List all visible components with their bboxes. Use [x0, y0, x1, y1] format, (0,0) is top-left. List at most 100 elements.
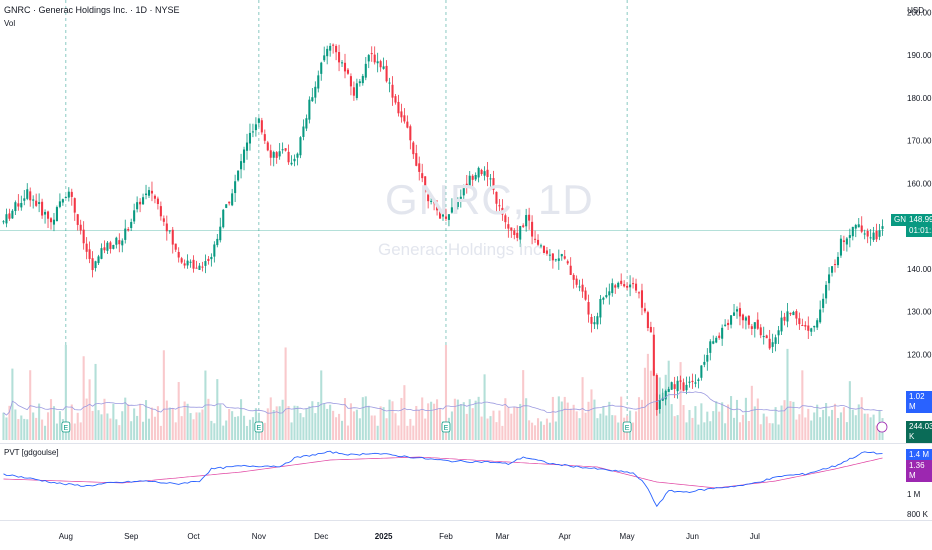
candle [94, 261, 97, 269]
candle [201, 266, 204, 268]
candle [578, 286, 581, 288]
price-tick-label: 170.00 [907, 137, 932, 146]
volume-bar [275, 406, 278, 440]
candle [685, 384, 688, 391]
volume-bar [361, 397, 364, 440]
volume-bar [245, 425, 249, 440]
candle [358, 81, 361, 84]
candle [845, 238, 848, 245]
watermark-symbol: GNRC, 1D [385, 176, 594, 223]
candle [673, 384, 676, 389]
volume-bar [587, 401, 590, 440]
candle [343, 62, 347, 72]
candle [548, 254, 551, 256]
volume-bar [691, 417, 694, 440]
candle [55, 207, 58, 222]
candle [186, 260, 189, 266]
candle [144, 193, 148, 196]
volume-bar [661, 392, 664, 440]
candle [32, 199, 35, 201]
earnings-badge [61, 421, 71, 433]
candle [706, 354, 709, 362]
volume-bar [866, 413, 869, 440]
volume-bar [216, 379, 219, 440]
candle [534, 238, 537, 240]
time-axis-label: Mar [496, 532, 510, 541]
volume-bar [563, 396, 566, 440]
candle [314, 86, 317, 98]
volume-bar [489, 416, 492, 440]
candle [153, 195, 156, 199]
volume-bar [121, 411, 124, 440]
volume-bar [207, 398, 210, 440]
candle [207, 258, 210, 262]
volume-bar [394, 413, 397, 440]
candle [168, 230, 171, 232]
candle [228, 201, 231, 204]
volume-bar [492, 410, 495, 440]
candle [156, 198, 159, 205]
candle [676, 380, 679, 392]
volume-bar [632, 422, 635, 440]
candle [192, 259, 195, 269]
volume-bar [732, 417, 736, 440]
volume-bar [557, 396, 560, 440]
candle [17, 203, 20, 207]
candle [462, 185, 465, 196]
volume-bar [320, 370, 323, 440]
volume-bar [388, 399, 391, 440]
volume-bar [385, 418, 388, 440]
candle [171, 229, 174, 245]
candle [427, 194, 430, 202]
candle [833, 264, 837, 266]
volume-bar [833, 403, 837, 440]
candle [881, 226, 884, 229]
candle [311, 97, 314, 102]
candle [204, 261, 207, 266]
candle [480, 169, 483, 175]
earnings-badge-label: E [64, 425, 69, 432]
volume-bar [299, 413, 302, 440]
volume-bar [786, 348, 789, 440]
volume-bar [828, 416, 831, 440]
volume-bar [156, 406, 159, 440]
candle [536, 239, 540, 245]
volume-bar [813, 412, 816, 440]
volume-bar [242, 415, 246, 440]
candle [296, 153, 299, 158]
candle [732, 312, 736, 316]
volume-bar [539, 421, 543, 440]
price-tick-label: 120.00 [907, 350, 932, 359]
candle [629, 284, 632, 288]
volume-bar [403, 385, 406, 440]
volume-bar [367, 405, 370, 440]
volume-bar [189, 413, 192, 440]
candle [278, 151, 281, 157]
candle [747, 315, 750, 325]
candle [599, 298, 602, 318]
volume-bar [575, 411, 578, 440]
candle [82, 229, 85, 244]
candle [266, 142, 269, 151]
candle [614, 285, 617, 288]
candle [272, 152, 275, 158]
candle [263, 134, 266, 141]
volume-bar [551, 396, 554, 440]
candle [489, 178, 492, 180]
candle [373, 54, 376, 63]
volume-bar [103, 398, 106, 440]
candle [519, 226, 522, 240]
candle [560, 254, 563, 257]
volume-bar [617, 422, 620, 440]
volume-bar [596, 418, 599, 440]
candle [471, 175, 474, 180]
candle [379, 61, 382, 68]
candle [634, 283, 638, 291]
candle [655, 375, 658, 410]
volume-bar [700, 403, 703, 440]
candle [29, 191, 32, 201]
candle [388, 82, 391, 84]
volume-bar [38, 403, 41, 440]
volume-bar [810, 420, 813, 440]
